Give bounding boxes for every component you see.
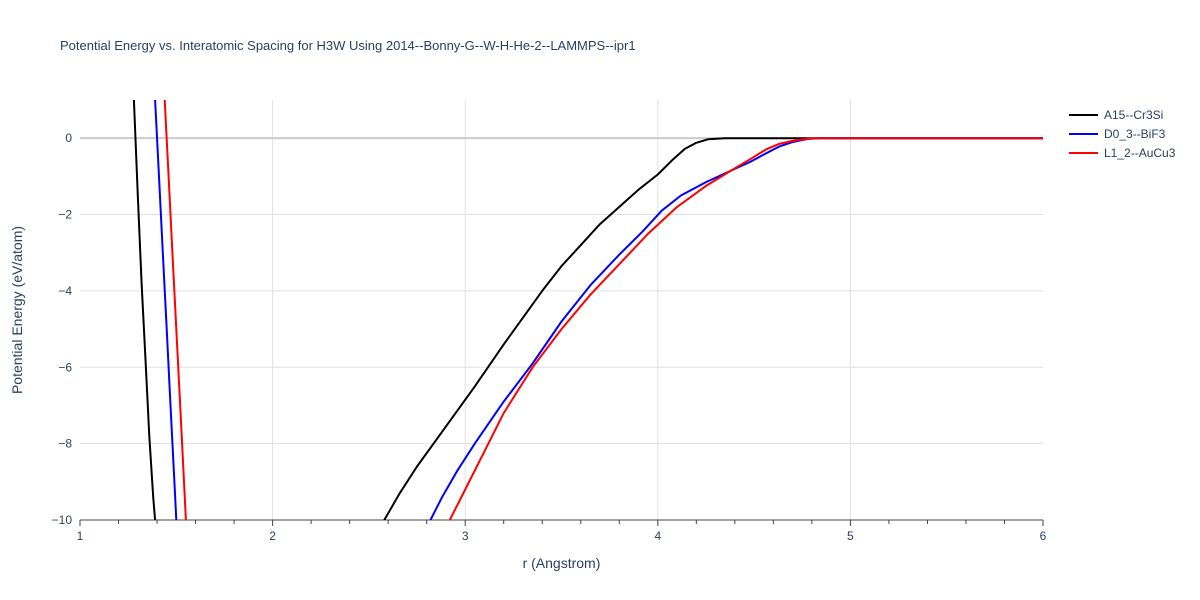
legend-label: A15--Cr3Si xyxy=(1104,108,1163,122)
y-tick-label: −8 xyxy=(58,437,72,451)
series-line-3-segment-1 xyxy=(163,100,187,520)
legend: A15--Cr3Si D0_3--BiF3 L1_2--AuCu3 xyxy=(1069,108,1176,160)
y-tick-label: 0 xyxy=(65,131,72,145)
x-axis-ticks: 1 2 3 4 5 6 xyxy=(77,519,1047,543)
y-axis-ticks: 0 −2 −4 −6 −8 −10 xyxy=(52,131,73,527)
y-tick-label: −10 xyxy=(52,513,73,527)
grid xyxy=(80,100,1043,520)
legend-label: L1_2--AuCu3 xyxy=(1104,146,1176,160)
series-line-3-segment-2 xyxy=(448,137,1043,520)
x-tick-label: 2 xyxy=(269,529,276,543)
series-line-1-segment-1 xyxy=(132,100,157,520)
x-tick-label: 5 xyxy=(847,529,854,543)
y-tick-label: −2 xyxy=(58,208,72,222)
x-tick-label: 4 xyxy=(654,529,661,543)
series-line-2-segment-1 xyxy=(154,100,178,520)
x-tick-label: 6 xyxy=(1040,529,1047,543)
series-line-1-segment-2 xyxy=(383,137,1043,520)
series-lines xyxy=(132,100,1043,520)
x-tick-label: 1 xyxy=(77,529,84,543)
x-axis-title: r (Angstrom) xyxy=(523,555,601,571)
chart-title: Potential Energy vs. Interatomic Spacing… xyxy=(60,38,636,53)
y-tick-label: −4 xyxy=(58,284,72,298)
y-axis-title: Potential Energy (eV/atom) xyxy=(9,226,25,394)
y-tick-label: −6 xyxy=(58,360,72,374)
legend-label: D0_3--BiF3 xyxy=(1104,127,1166,141)
series-line-2-segment-2 xyxy=(429,137,1043,520)
x-tick-label: 3 xyxy=(462,529,469,543)
